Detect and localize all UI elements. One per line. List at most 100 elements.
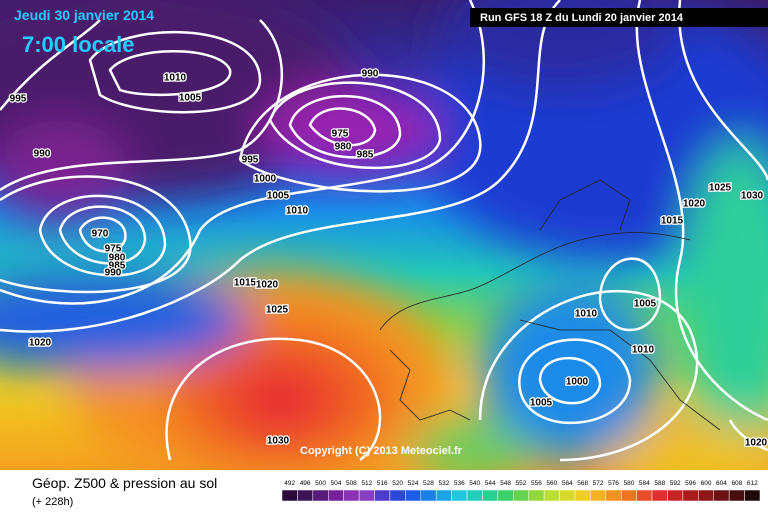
scale-label: 496 bbox=[300, 480, 311, 487]
scale-label: 572 bbox=[593, 480, 604, 487]
isobar-label: 1025 bbox=[266, 305, 289, 316]
isobar-label: 975 bbox=[332, 129, 349, 140]
isobar-label: 995 bbox=[242, 155, 259, 166]
isobar-label: 980 bbox=[109, 253, 126, 264]
coastlines bbox=[379, 179, 721, 431]
isobar-label: 1005 bbox=[179, 93, 202, 104]
scale-label: 576 bbox=[608, 480, 619, 487]
scale-swatch bbox=[667, 489, 684, 502]
scale-swatch bbox=[312, 489, 329, 502]
isobar-label: 1015 bbox=[234, 278, 257, 289]
scale-swatch bbox=[636, 489, 653, 502]
scale-swatch bbox=[744, 489, 761, 502]
footer-title: Géop. Z500 & pression au sol bbox=[32, 475, 217, 491]
isobar-label: 990 bbox=[34, 149, 51, 160]
scale-swatch bbox=[651, 489, 668, 502]
isobar-label: 985 bbox=[357, 150, 374, 161]
scale-label: 528 bbox=[423, 480, 434, 487]
scale-label: 560 bbox=[546, 480, 557, 487]
isobar-label: 985 bbox=[109, 261, 126, 272]
isobar-label: 990 bbox=[105, 268, 122, 279]
scale-label: 540 bbox=[469, 480, 480, 487]
isobars bbox=[0, 0, 768, 460]
scale-label: 492 bbox=[284, 480, 295, 487]
run-box bbox=[470, 8, 768, 27]
scale-swatch bbox=[728, 489, 745, 502]
scale-label: 536 bbox=[454, 480, 465, 487]
scale-swatch bbox=[559, 489, 576, 502]
color-scale: 492 496 500 504 508 512 516 520 524 528 532 536 540 5… bbox=[281, 480, 761, 502]
scale-swatch bbox=[343, 489, 360, 502]
scale-label: 504 bbox=[331, 480, 342, 487]
scale-swatch bbox=[682, 489, 699, 502]
isobar-label: 1005 bbox=[530, 398, 553, 409]
scale-label: 600 bbox=[701, 480, 712, 487]
isobar-label: 1010 bbox=[286, 206, 309, 217]
scale-label: 588 bbox=[654, 480, 665, 487]
scale-label: 508 bbox=[346, 480, 357, 487]
isobar-label: 1010 bbox=[164, 73, 187, 84]
run-info: Run GFS 18 Z du Lundi 20 janvier 2014 bbox=[480, 12, 684, 24]
isobar-label: 1005 bbox=[634, 299, 657, 310]
isobar-label: 1025 bbox=[709, 183, 732, 194]
scale-label: 544 bbox=[485, 480, 496, 487]
scale-swatch bbox=[420, 489, 437, 502]
scale-swatch bbox=[358, 489, 375, 502]
scale-label: 512 bbox=[361, 480, 372, 487]
scale-swatch bbox=[605, 489, 622, 502]
scale-swatch bbox=[528, 489, 545, 502]
isobar-label: 1020 bbox=[256, 280, 279, 291]
isobar-label: 975 bbox=[105, 244, 122, 255]
scale-label: 580 bbox=[624, 480, 635, 487]
isobar-label: 980 bbox=[335, 142, 352, 153]
isobar-label: 1030 bbox=[741, 191, 764, 202]
scale-label: 532 bbox=[438, 480, 449, 487]
isobar-labels: 1010100599599097598098599099510001005101… bbox=[8, 67, 768, 450]
scale-label: 500 bbox=[315, 480, 326, 487]
scale-swatch bbox=[543, 489, 560, 502]
scale-label: 516 bbox=[377, 480, 388, 487]
isobar-label: 1020 bbox=[745, 438, 768, 449]
scale-swatch bbox=[328, 489, 344, 502]
isobar-label: 1000 bbox=[254, 174, 277, 185]
scale-label: 612 bbox=[747, 480, 758, 487]
scale-label: 568 bbox=[577, 480, 588, 487]
isobar-label: 1030 bbox=[267, 436, 290, 447]
header-date: Jeudi 30 janvier 2014 bbox=[14, 7, 154, 23]
scale-label: 552 bbox=[516, 480, 527, 487]
scale-label: 608 bbox=[731, 480, 742, 487]
scale-label: 584 bbox=[639, 480, 650, 487]
scale-swatch bbox=[435, 489, 452, 502]
isobar-label: 990 bbox=[362, 69, 379, 80]
scale-swatch bbox=[405, 489, 422, 502]
scale-label: 596 bbox=[685, 480, 696, 487]
scale-label: 564 bbox=[562, 480, 573, 487]
isobar-label: 995 bbox=[10, 94, 27, 105]
scale-swatch bbox=[713, 489, 730, 502]
scale-swatch bbox=[513, 489, 529, 502]
isobar-label: 1020 bbox=[29, 338, 52, 349]
scale-label: 520 bbox=[392, 480, 403, 487]
scale-swatch bbox=[482, 489, 499, 502]
scale-swatch bbox=[466, 489, 483, 502]
scale-swatch bbox=[497, 489, 514, 502]
isobar-label: 1005 bbox=[267, 191, 290, 202]
scale-swatch bbox=[574, 489, 591, 502]
scale-label: 556 bbox=[531, 480, 542, 487]
scale-swatch bbox=[590, 489, 607, 502]
isobar-label: 1020 bbox=[683, 199, 706, 210]
footer-lead: (+ 228h) bbox=[32, 496, 73, 508]
scale-swatch bbox=[451, 489, 468, 502]
header-time: 7:00 locale bbox=[22, 32, 135, 57]
isobar-label: 1015 bbox=[661, 216, 684, 227]
scale-swatch bbox=[281, 489, 298, 502]
scale-swatch bbox=[374, 489, 391, 502]
scale-swatch bbox=[389, 489, 406, 502]
scale-swatch bbox=[698, 489, 714, 502]
isobar-label: 970 bbox=[92, 229, 109, 240]
scale-swatch bbox=[620, 489, 637, 502]
scale-label: 604 bbox=[716, 480, 727, 487]
scale-label: 592 bbox=[670, 480, 681, 487]
